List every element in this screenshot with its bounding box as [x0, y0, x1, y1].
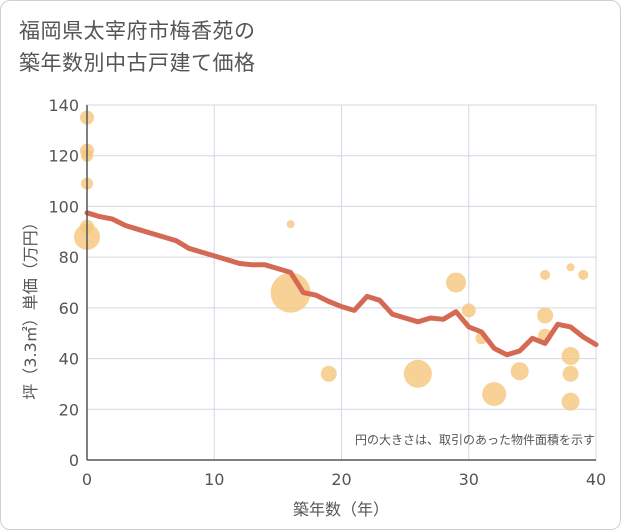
bubble [286, 220, 295, 229]
trend-line [84, 210, 599, 358]
bubble [562, 365, 579, 382]
bubble [537, 307, 554, 324]
tick-labels: 0 20 40 60 80 100 120 140 0 10 20 30 40 [48, 96, 606, 489]
chart-title: 福岡県太宰府市梅香苑の 築年数別中古戸建て価格 [19, 15, 256, 79]
x-tick-label: 10 [204, 470, 224, 489]
bubble [540, 269, 551, 280]
gridlines [86, 104, 597, 461]
y-tick-label: 140 [48, 96, 79, 115]
bubble [320, 365, 337, 382]
y-tick-label: 60 [59, 299, 79, 318]
bubble [446, 272, 467, 293]
axes [86, 105, 596, 461]
x-tick-label: 40 [586, 470, 606, 489]
x-axis-label: 築年数（年） [293, 500, 389, 519]
bubble [403, 359, 432, 388]
bubble [482, 382, 507, 407]
chart-title-line-1: 福岡県太宰府市梅香苑の [19, 19, 256, 43]
x-tick-label: 20 [331, 470, 351, 489]
y-tick-label: 80 [59, 248, 79, 267]
trend-series [84, 210, 599, 358]
bubble [561, 347, 580, 366]
bubble [578, 269, 589, 280]
x-tick-label: 30 [459, 470, 479, 489]
y-tick-label: 40 [59, 350, 79, 369]
bubble [566, 263, 575, 272]
y-axis-label: 坪（3.3㎡）単価（万円） [21, 214, 40, 399]
bubble-size-note: 円の大きさは、取引のあった物件面積を示す [355, 432, 595, 447]
y-tick-label: 100 [48, 197, 79, 216]
x-tick-label: 0 [82, 470, 92, 489]
y-tick-label: 120 [48, 147, 79, 166]
chart-title-line-2: 築年数別中古戸建て価格 [19, 51, 256, 75]
y-tick-label: 0 [69, 451, 79, 470]
y-tick-label: 20 [59, 400, 79, 419]
bubble [461, 303, 476, 318]
bubble [270, 272, 311, 313]
bubble [510, 362, 529, 381]
bubble [561, 392, 580, 411]
